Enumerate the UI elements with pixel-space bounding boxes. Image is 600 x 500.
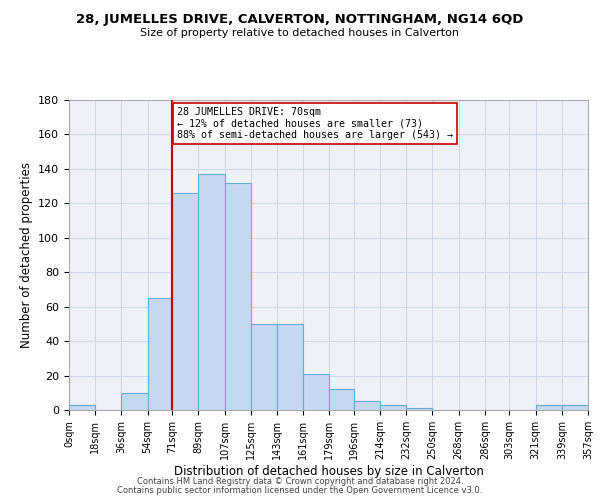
Text: 28 JUMELLES DRIVE: 70sqm
← 12% of detached houses are smaller (73)
88% of semi-d: 28 JUMELLES DRIVE: 70sqm ← 12% of detach… [176,107,452,140]
Bar [354,402,380,410]
Bar [148,298,172,410]
Bar [224,182,251,410]
Text: Contains HM Land Registry data © Crown copyright and database right 2024.: Contains HM Land Registry data © Crown c… [137,477,463,486]
Bar [380,405,406,410]
Text: Contains public sector information licensed under the Open Government Licence v3: Contains public sector information licen… [118,486,482,495]
Y-axis label: Number of detached properties: Number of detached properties [20,162,32,348]
Bar [536,405,562,410]
Bar [172,193,199,410]
Text: Size of property relative to detached houses in Calverton: Size of property relative to detached ho… [140,28,460,38]
Bar [69,405,95,410]
Bar [277,324,303,410]
X-axis label: Distribution of detached houses by size in Calverton: Distribution of detached houses by size … [173,464,484,477]
Bar [199,174,224,410]
Text: 28, JUMELLES DRIVE, CALVERTON, NOTTINGHAM, NG14 6QD: 28, JUMELLES DRIVE, CALVERTON, NOTTINGHA… [76,12,524,26]
Bar [303,374,329,410]
Bar [121,393,148,410]
Bar [329,390,354,410]
Bar [406,408,433,410]
Bar [251,324,277,410]
Bar [562,405,588,410]
